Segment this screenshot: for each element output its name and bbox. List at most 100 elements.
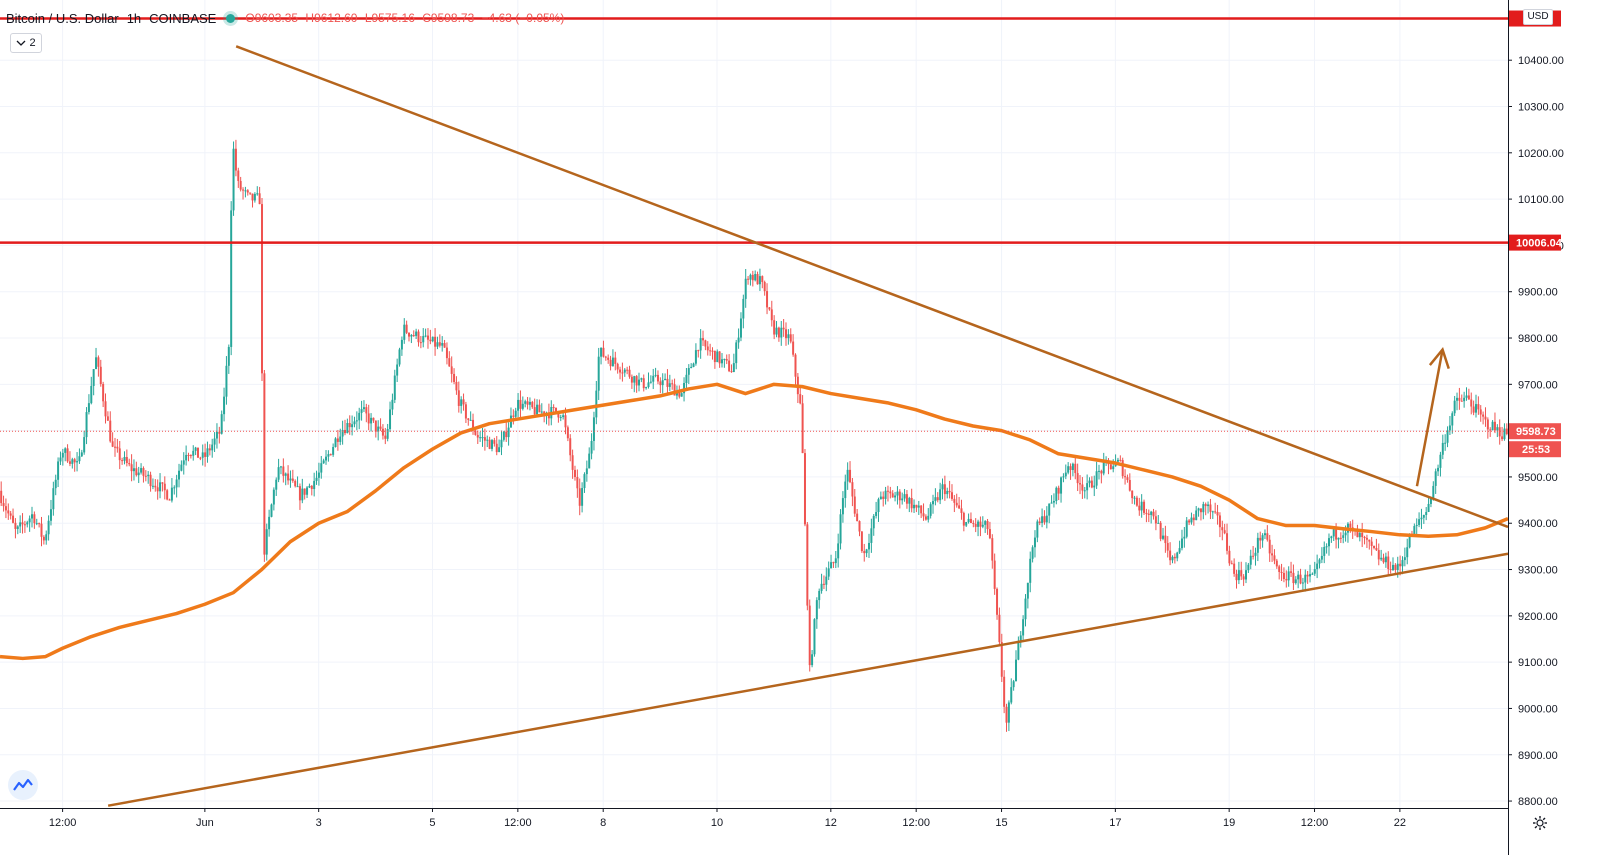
candle-body <box>493 440 496 444</box>
candle-body <box>1166 543 1169 551</box>
candle-body <box>1081 484 1084 491</box>
candle-body <box>92 369 95 386</box>
candle-body <box>1370 541 1373 546</box>
time-tick-label: 19 <box>1223 817 1235 829</box>
candle-body <box>602 347 605 357</box>
candle-body <box>258 193 261 205</box>
candle-body <box>524 401 527 404</box>
candle-body <box>341 429 344 437</box>
candle-body <box>142 468 145 476</box>
candle-body <box>692 363 695 367</box>
tradingview-logo[interactable] <box>8 770 38 800</box>
candle-body <box>180 464 183 471</box>
candle-body <box>1029 558 1032 583</box>
candle-body <box>860 531 863 552</box>
candle-body <box>704 340 707 347</box>
candle-body <box>991 538 994 561</box>
candle-body <box>1268 539 1271 554</box>
candle-body <box>1299 574 1302 584</box>
candle-body <box>1173 556 1176 559</box>
candle-body <box>443 343 446 348</box>
candle-body <box>1482 414 1485 417</box>
candle-body <box>16 526 19 529</box>
candle-body <box>958 505 961 509</box>
candle-body <box>249 192 252 194</box>
candle-body <box>559 417 562 419</box>
candle-body <box>694 350 697 364</box>
candle-body <box>638 379 641 386</box>
candle-body <box>1249 555 1252 565</box>
candle-body <box>1071 463 1074 471</box>
candle-body <box>910 497 913 509</box>
candle-body <box>898 491 901 501</box>
candle-body <box>1157 522 1160 524</box>
candle-body <box>1050 502 1053 504</box>
candle-body <box>533 407 536 415</box>
candle-body <box>151 485 154 487</box>
candle-body <box>756 274 759 285</box>
candle-body <box>747 278 750 280</box>
candle-body <box>332 446 335 455</box>
candle-body <box>1024 598 1027 620</box>
candle-body <box>1043 516 1046 523</box>
candle-body <box>808 605 811 666</box>
candle-body <box>109 420 112 442</box>
candle-body <box>775 327 778 335</box>
candle-body <box>488 439 491 449</box>
candle-body <box>967 518 970 523</box>
price-tick-label: 10100.00 <box>1518 194 1564 206</box>
candle-body <box>607 357 610 360</box>
candle-body <box>246 190 249 193</box>
candle-body <box>1100 470 1103 474</box>
candle-body <box>232 148 235 211</box>
symbol-name[interactable]: Bitcoin / U.S. Dollar <box>6 10 119 26</box>
candle-body <box>1147 513 1150 515</box>
candle-body <box>1228 550 1231 564</box>
candle-body <box>144 475 147 477</box>
candle-body <box>173 487 176 489</box>
candle-body <box>901 498 904 501</box>
indicator-toggle-button[interactable]: 2 <box>10 33 42 53</box>
candle-body <box>1420 517 1423 520</box>
candle-body <box>45 534 48 541</box>
candle-body <box>972 522 975 524</box>
candle-body <box>137 472 140 476</box>
candle-body <box>960 508 963 513</box>
candle-body <box>1038 521 1041 524</box>
currency-button[interactable]: USD <box>1523 9 1553 25</box>
time-tick-label: 17 <box>1109 817 1121 829</box>
candle-body <box>2 503 5 507</box>
candle-body <box>1403 557 1406 561</box>
candle-body <box>1192 517 1195 521</box>
candle-body <box>514 410 517 417</box>
axis-layer: 8800.00 8900.00 9000.00 9100.00 9200.00 9300.… <box>0 0 1564 855</box>
candle-body <box>1344 532 1347 536</box>
candle-body <box>61 452 64 458</box>
candle-body <box>635 376 638 386</box>
last-price-label: 9598.73 <box>1516 426 1556 438</box>
candle-body <box>1199 508 1202 513</box>
candle-body <box>1301 582 1304 584</box>
candle-body <box>64 448 67 453</box>
chart-settings-button[interactable] <box>1530 813 1550 833</box>
candle-body <box>600 347 603 357</box>
candle-body <box>118 448 121 461</box>
candle-body <box>370 417 373 424</box>
candle-body <box>1233 563 1236 574</box>
candle-body <box>818 590 821 601</box>
candle-body <box>1375 547 1378 551</box>
candle-body <box>343 429 346 434</box>
candle-body <box>844 481 847 499</box>
candle-body <box>1045 515 1048 523</box>
candle-body <box>192 450 195 456</box>
candle-body <box>130 464 133 472</box>
candle-body <box>277 467 280 480</box>
candle-body <box>1361 532 1364 538</box>
candle-body <box>83 437 86 453</box>
candle-body <box>1145 512 1148 514</box>
candle-body <box>1026 582 1029 599</box>
candle-body <box>185 454 188 461</box>
candle-body <box>716 351 719 363</box>
